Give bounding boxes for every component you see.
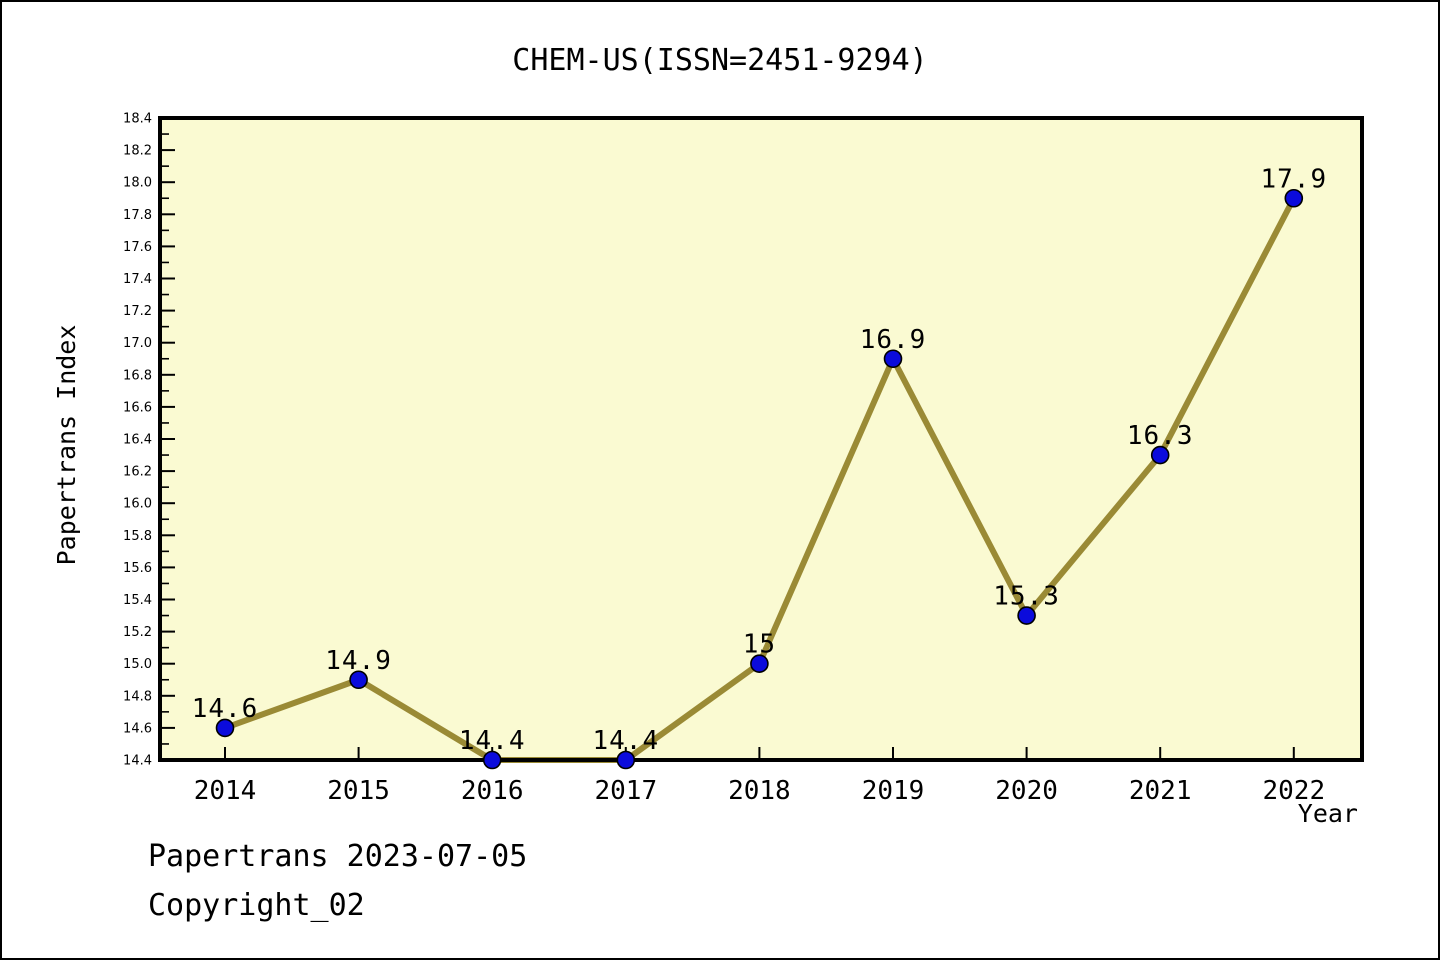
data-point-marker bbox=[1150, 445, 1170, 465]
x-tick-label: 2019 bbox=[862, 776, 925, 806]
x-tick-label: 2014 bbox=[194, 776, 257, 806]
data-point-marker bbox=[349, 670, 368, 690]
axis-ticks bbox=[162, 117, 1295, 761]
y-tick-label: 16.0 bbox=[123, 497, 152, 512]
y-tick-label: 18.0 bbox=[123, 176, 152, 191]
data-points-layer bbox=[215, 188, 1304, 770]
y-tick-label: 15.8 bbox=[123, 529, 152, 544]
x-tick-label: 2017 bbox=[594, 776, 657, 806]
y-tick-label: 14.6 bbox=[123, 721, 152, 736]
x-tick-label: 2018 bbox=[728, 776, 791, 806]
x-tick-labels: 2014 2015 2016 2017 2018 2019 2020 2021 2022 bbox=[194, 776, 1325, 806]
y-tick-label: 17.2 bbox=[123, 304, 152, 319]
y-tick-label: 15.0 bbox=[123, 657, 152, 672]
data-point-marker bbox=[482, 750, 502, 770]
x-tick-label: 2015 bbox=[327, 776, 390, 806]
footer-copyright: Copyright_02 bbox=[148, 888, 365, 923]
data-point-marker bbox=[616, 750, 636, 770]
chart-title: CHEM-US(ISSN=2451-9294) bbox=[512, 43, 927, 78]
x-tick-label: 2021 bbox=[1129, 776, 1192, 806]
y-tick-label: 17.8 bbox=[123, 208, 152, 223]
y-tick-label: 17.0 bbox=[123, 336, 152, 351]
data-point-label: 16.9 bbox=[860, 325, 927, 355]
x-tick-label: 2022 bbox=[1262, 776, 1325, 806]
y-tick-label: 14.8 bbox=[123, 689, 152, 704]
data-point-label: 15 bbox=[743, 630, 776, 660]
y-tick-label: 16.2 bbox=[123, 465, 152, 480]
y-tick-label: 17.4 bbox=[123, 272, 152, 287]
y-tick-label: 18.2 bbox=[123, 144, 152, 159]
data-point-marker bbox=[1017, 606, 1036, 625]
x-tick-label: 2020 bbox=[995, 776, 1058, 806]
plot-frame bbox=[158, 116, 1364, 762]
y-tick-label: 16.4 bbox=[123, 433, 152, 448]
data-point-marker bbox=[883, 349, 903, 369]
data-point-label: 15.3 bbox=[993, 582, 1060, 612]
y-tick-label: 16.8 bbox=[123, 368, 152, 383]
data-point-label: 14.6 bbox=[192, 694, 259, 724]
data-point-label: 16.3 bbox=[1127, 421, 1194, 451]
data-point-marker bbox=[1284, 188, 1304, 208]
footer-date: Papertrans 2023-07-05 bbox=[148, 839, 527, 874]
data-point-marker bbox=[215, 718, 235, 738]
y-tick-label: 18.4 bbox=[123, 112, 152, 127]
y-tick-labels: 14.4 14.6 14.8 15.0 15.2 15.4 15.6 15.8 16.0 16.2… bbox=[123, 112, 152, 769]
y-tick-label: 15.6 bbox=[123, 561, 152, 576]
y-tick-label: 17.6 bbox=[123, 240, 152, 255]
x-axis-label: Year bbox=[1298, 799, 1358, 828]
data-point-labels-layer: 14.6 14.9 14.4 14.4 15 16.9 15.3 16.3 17.9 bbox=[192, 164, 1327, 756]
data-point-label: 17.9 bbox=[1260, 164, 1327, 194]
x-tick-label: 2016 bbox=[461, 776, 524, 806]
data-point-label: 14.9 bbox=[325, 646, 392, 676]
y-tick-label: 15.4 bbox=[123, 593, 152, 608]
data-point-label: 14.4 bbox=[459, 726, 526, 756]
y-tick-label: 15.2 bbox=[123, 625, 152, 640]
y-tick-label: 16.6 bbox=[123, 400, 152, 415]
data-point-label: 14.4 bbox=[592, 726, 659, 756]
y-tick-label: 14.4 bbox=[123, 754, 152, 769]
data-point-marker bbox=[750, 654, 769, 674]
y-axis-label: Papertrans Index bbox=[52, 325, 81, 566]
